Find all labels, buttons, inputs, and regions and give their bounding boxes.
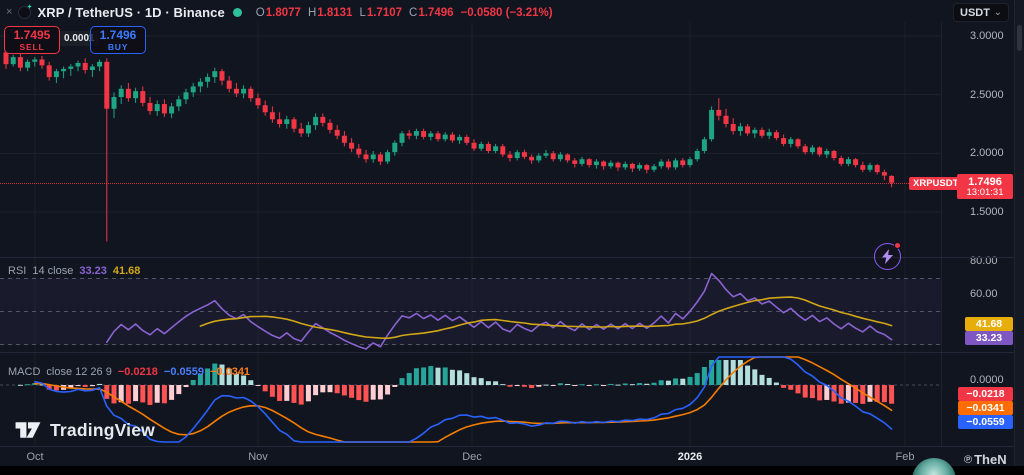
buy-price: 1.7496 (99, 28, 137, 42)
copyright-icon: ℗ (964, 453, 973, 466)
high-value: 1.8131 (317, 6, 353, 19)
rsi-ma-value: 41.68 (112, 265, 141, 277)
rsi-tick: 80.00 (970, 255, 998, 267)
macd-params: close 12 26 9 (46, 366, 112, 378)
watermark-text: ℗ TheN (964, 452, 1007, 467)
rsi-value-tag: 33.23 (965, 331, 1013, 345)
lightning-button[interactable] (874, 242, 901, 270)
price-axis[interactable]: 3.0000 2.5000 2.0000 1.5000 (941, 22, 1014, 447)
time-tick: Oct (26, 451, 44, 463)
currency-dropdown[interactable]: USDT ⌄ (953, 3, 1009, 22)
rsi-title: RSI (8, 265, 27, 277)
tradingview-logo-icon (15, 422, 41, 438)
buy-button[interactable]: 1.7496 BUY (90, 26, 146, 54)
sell-price: 1.7495 (13, 28, 51, 42)
macd-line-tag: −0.0559 (958, 415, 1013, 429)
tradingview-logo[interactable]: TradingView (14, 418, 155, 442)
lightning-icon (882, 249, 893, 264)
watermark-coin (912, 458, 956, 475)
symbol-title[interactable]: XRP / TetherUS · 1D · Binance (37, 5, 225, 20)
low-value: 1.7107 (366, 6, 403, 19)
rsi-legend[interactable]: RSI 14 close 33.23 41.68 (8, 265, 140, 277)
symbol-price-tag: XRPUSDT (909, 177, 963, 190)
rsi-tick: 60.00 (970, 288, 998, 300)
buy-label: BUY (107, 42, 129, 52)
sell-button[interactable]: 1.7495 SELL (4, 26, 60, 54)
right-scrollbar-area[interactable] (1014, 0, 1024, 466)
time-tick: 2026 (677, 451, 703, 463)
time-axis-border (0, 446, 1014, 447)
currency-label: USDT (960, 6, 990, 19)
rsi-ma-tag: 41.68 (965, 317, 1013, 331)
symbol-legend: × ✦ XRP / TetherUS · 1D · Binance O 1.807… (6, 4, 553, 21)
watermark-label: TheN (974, 452, 1007, 467)
notification-dot (894, 242, 901, 249)
close-value: 1.7496 (418, 6, 454, 19)
price-tick: 2.5000 (970, 88, 1004, 101)
tradingview-logo-text: TradingView (50, 419, 155, 440)
high-label: H (307, 6, 317, 19)
spark-icon: ✦ (26, 4, 33, 11)
low-label: L (359, 6, 366, 19)
time-axis[interactable]: Oct Nov Dec 2026 Feb (0, 447, 1014, 466)
macd-hist-value: −0.0218 (117, 366, 158, 378)
sell-label: SELL (19, 42, 45, 52)
spread-value: 0.0001 (60, 31, 99, 46)
last-price-tag: 1.7496 13:01:31 (957, 174, 1013, 199)
change-value: −0.0580 (−3.21%) (460, 6, 553, 19)
rsi-axis[interactable]: 80.00 60.00 (941, 255, 1014, 352)
bar-countdown: 13:01:31 (966, 186, 1004, 198)
market-status-icon[interactable] (232, 8, 242, 17)
price-tick: 1.5000 (970, 205, 1004, 218)
symbol-logo-icon: ✦ (18, 4, 33, 19)
macd-line-value: −0.0559 (163, 366, 204, 378)
bottom-bar (0, 466, 1024, 475)
macd-signal-value: −0.0341 (209, 366, 251, 378)
macd-title: MACD (8, 366, 41, 378)
macd-hist-tag: −0.0218 (958, 387, 1013, 401)
macd-legend[interactable]: MACD close 12 26 9 −0.0218 −0.0559 −0.03… (8, 366, 250, 378)
time-tick: Nov (248, 451, 268, 463)
last-price-line (0, 183, 957, 184)
pane-separator[interactable] (0, 257, 1014, 258)
price-tick: 3.0000 (970, 30, 1004, 42)
chevron-down-icon: ⌄ (993, 6, 1002, 18)
price-tick: 2.0000 (970, 147, 1004, 160)
time-tick: Dec (462, 451, 482, 463)
rsi-params: 14 close (32, 265, 74, 277)
close-icon[interactable]: × (6, 6, 13, 18)
rsi-value: 33.23 (79, 265, 107, 277)
last-price-value: 1.7496 (968, 175, 1002, 188)
pane-separator[interactable] (0, 352, 1014, 353)
axis-border (941, 22, 942, 446)
macd-zero-tick: 0.0000 (970, 374, 1004, 386)
ohlc-values: O 1.8077 H 1.8131 L 1.7107 C 1.7496 −0.0580 … (256, 7, 553, 19)
close-label: C (409, 6, 418, 19)
time-tick: Feb (895, 451, 915, 463)
open-value: 1.8077 (265, 6, 301, 19)
open-label: O (255, 6, 265, 19)
macd-signal-tag: −0.0341 (958, 401, 1013, 415)
scrollbar-thumb[interactable] (1017, 25, 1022, 51)
